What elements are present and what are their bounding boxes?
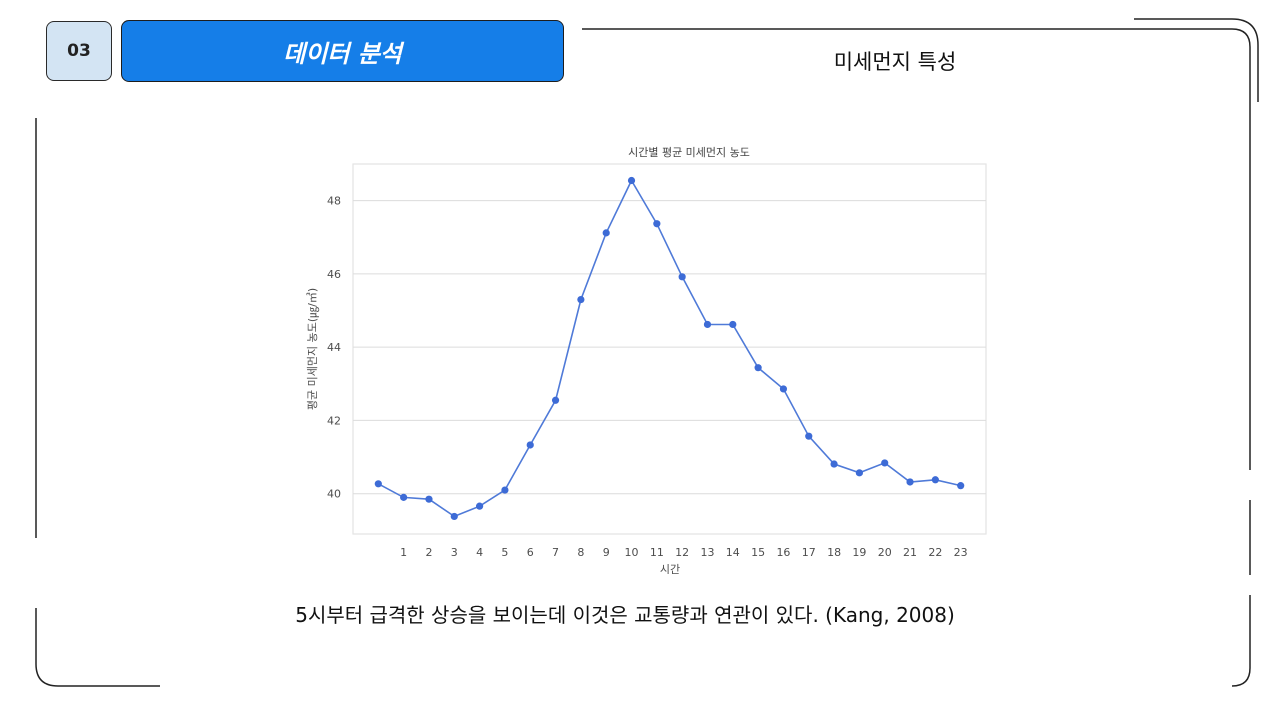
data-point	[678, 273, 686, 281]
data-point	[551, 396, 560, 404]
data-point	[779, 385, 788, 393]
data-point	[906, 478, 914, 486]
y-ticks: 40 42 44 46 48	[327, 195, 341, 501]
data-point	[805, 432, 813, 440]
x-tick-label: 12	[675, 546, 689, 559]
plot-area	[352, 163, 987, 535]
data-point	[653, 220, 661, 228]
x-tick-label: 2	[425, 546, 432, 559]
y-tick-label: 42	[327, 414, 341, 427]
data-points	[374, 176, 965, 521]
series-line	[377, 178, 961, 518]
y-tick-label: 48	[327, 195, 341, 208]
x-tick-label: 8	[577, 546, 584, 559]
data-point	[855, 469, 864, 477]
x-ticks: 1 2 3 4 5 6 7 8 9 10 11 12 13 14 15 16 17 18 19 20 21 22 23	[400, 546, 968, 559]
x-tick-label: 16	[776, 546, 790, 559]
x-tick-label: 10	[625, 546, 639, 559]
y-tick-label: 40	[327, 488, 341, 501]
x-tick-label: 21	[903, 546, 917, 559]
x-tick-label: 17	[802, 546, 816, 559]
data-point	[729, 320, 737, 329]
data-point	[450, 512, 458, 521]
x-tick-label: 13	[700, 546, 714, 559]
x-tick-label: 15	[751, 546, 765, 559]
x-tick-label: 3	[451, 546, 458, 559]
x-tick-label: 5	[501, 546, 508, 559]
data-point	[931, 476, 939, 484]
section-number-badge: 03	[46, 21, 112, 81]
data-point	[627, 176, 636, 185]
data-point	[957, 482, 965, 490]
x-tick-label: 22	[928, 546, 942, 559]
y-axis-label: 평균 미세먼지 농도(㎍/㎥)	[306, 288, 319, 410]
data-point	[830, 460, 838, 468]
x-tick-label: 23	[954, 546, 968, 559]
slide-subtitle: 미세먼지 특성	[833, 50, 957, 74]
grid-lines	[353, 200, 986, 495]
data-point	[881, 459, 889, 467]
x-tick-label: 19	[852, 546, 866, 559]
x-tick-label: 14	[726, 546, 740, 559]
x-tick-label: 6	[527, 546, 534, 559]
y-tick-label: 46	[327, 268, 341, 281]
slide-caption: 5시부터 급격한 상승을 보이는데 이것은 교통량과 연관이 있다. (Kang…	[295, 603, 955, 627]
x-tick-label: 20	[878, 546, 892, 559]
data-point	[476, 502, 484, 510]
x-tick-label: 18	[827, 546, 841, 559]
x-tick-label: 7	[552, 546, 559, 559]
data-point	[425, 495, 433, 503]
y-tick-label: 44	[327, 341, 341, 354]
data-point	[400, 493, 408, 501]
data-point	[374, 480, 382, 488]
section-title: 데이터 분석	[121, 20, 564, 82]
x-tick-label: 11	[650, 546, 664, 559]
x-axis-label: 시간	[660, 563, 680, 576]
data-point	[602, 229, 610, 237]
data-point	[526, 441, 534, 449]
x-tick-label: 4	[476, 546, 483, 559]
data-point	[501, 486, 509, 494]
chart-title: 시간별 평균 미세먼지 농도	[628, 146, 750, 159]
data-point	[577, 295, 585, 304]
x-tick-label: 1	[400, 546, 407, 559]
x-tick-label: 9	[603, 546, 610, 559]
data-point	[703, 320, 712, 329]
data-point	[754, 364, 762, 372]
